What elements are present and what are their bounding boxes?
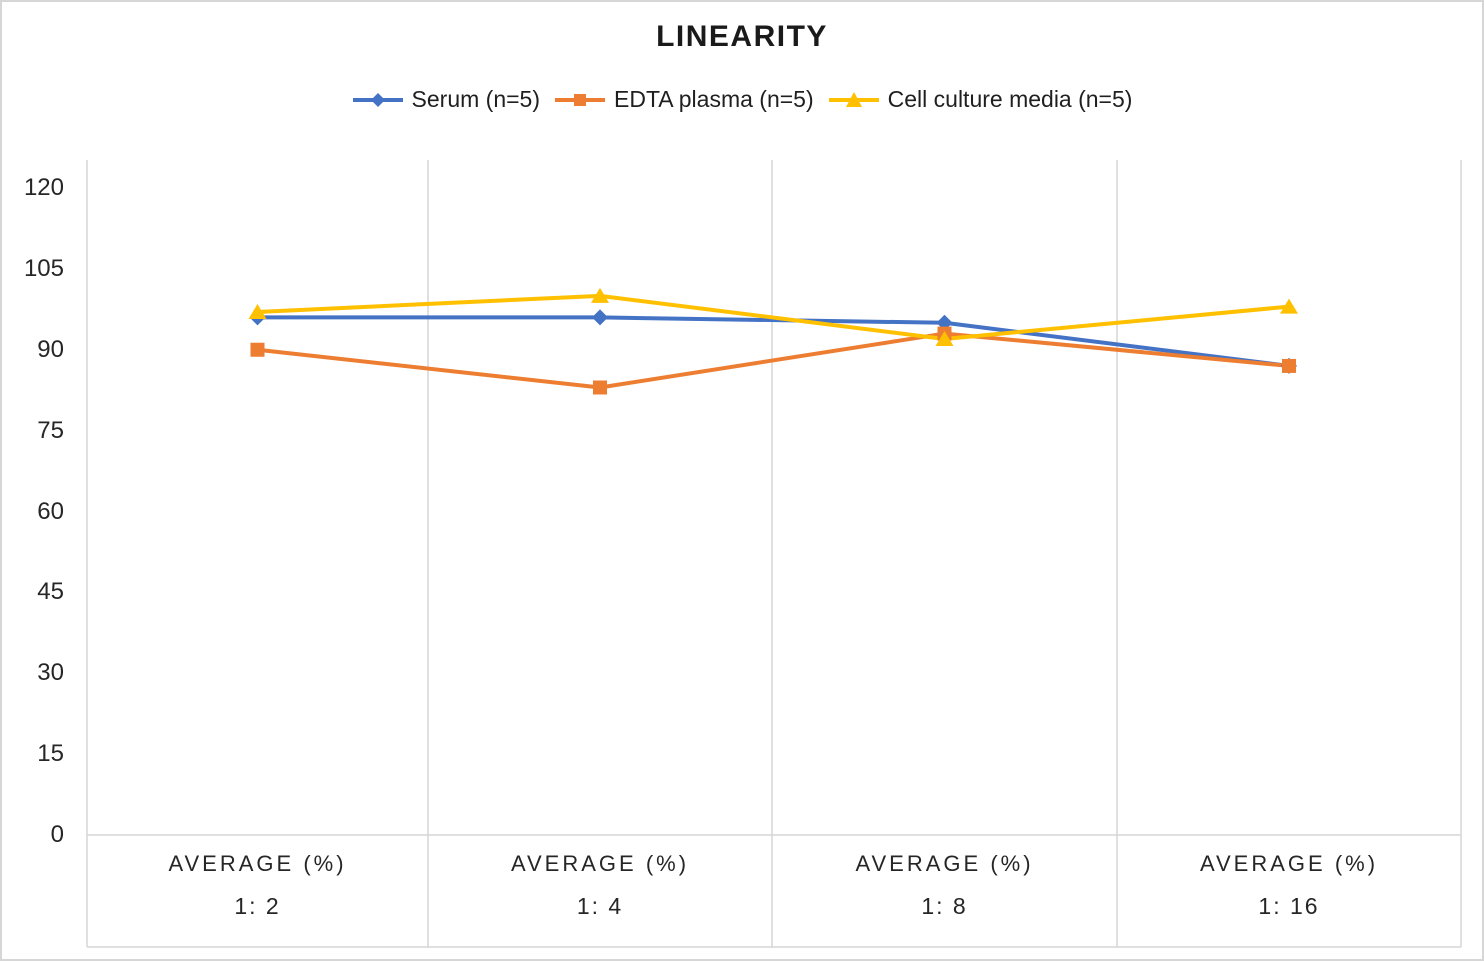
x-category-dilution-label: 1: 8: [921, 893, 968, 919]
x-category-header: AVERAGE (%): [1199, 851, 1379, 876]
legend-label: Serum (n=5): [411, 86, 541, 112]
legend-triangle-marker-icon: [828, 91, 879, 107]
legend-item: Cell culture media (n=5): [828, 86, 1133, 113]
chart-legend: Serum (n=5) EDTA plasma (n=5) Cell culture…: [2, 86, 1482, 113]
marker-square: [593, 380, 607, 395]
marker-triangle: [248, 304, 267, 320]
y-tick-label: 75: [37, 416, 64, 444]
marker-diamond: [592, 309, 608, 326]
marker-triangle: [935, 330, 954, 346]
x-category-cell: AVERAGE (%) 1: 4: [428, 835, 772, 947]
y-tick-label: 60: [37, 497, 64, 525]
x-category-cell: AVERAGE (%) 1: 2: [87, 835, 428, 947]
marker-triangle: [1280, 298, 1298, 314]
legend-item: EDTA plasma (n=5): [554, 86, 814, 113]
x-category-cell: AVERAGE (%) 1: 8: [772, 835, 1117, 947]
x-category-cell: AVERAGE (%) 1: 16: [1117, 835, 1461, 947]
y-tick-label: 45: [37, 578, 64, 606]
y-tick-label: 15: [37, 740, 64, 768]
series-line-diamond: [255, 315, 1291, 368]
y-tick-label: 105: [23, 254, 64, 282]
y-tick-label: 30: [37, 659, 64, 687]
x-category-header: AVERAGE (%): [168, 851, 347, 876]
legend-square-marker-icon: [555, 93, 606, 106]
marker-square: [250, 342, 265, 357]
marker-square: [1282, 358, 1296, 373]
y-tick-label: 0: [50, 821, 64, 848]
y-tick-label: 90: [37, 335, 64, 363]
x-category-header: AVERAGE (%): [510, 851, 690, 876]
x-category-dilution-label: 1: 16: [1258, 893, 1320, 919]
x-category-dilution-label: 1: 2: [234, 893, 281, 919]
y-tick-label: 120: [23, 174, 64, 201]
marker-triangle: [591, 287, 609, 303]
legend-diamond-marker-icon: [352, 92, 403, 107]
series-line-triangle: [255, 293, 1291, 341]
legend-item: Serum (n=5): [352, 86, 540, 113]
x-category-header: AVERAGE (%): [855, 851, 1034, 876]
series-line-square: [255, 331, 1291, 390]
legend-label: EDTA plasma (n=5): [614, 86, 814, 112]
x-category-dilution-label: 1: 4: [576, 893, 624, 919]
chart-title: LINEARITY: [656, 20, 828, 53]
legend-label: Cell culture media (n=5): [887, 86, 1133, 112]
